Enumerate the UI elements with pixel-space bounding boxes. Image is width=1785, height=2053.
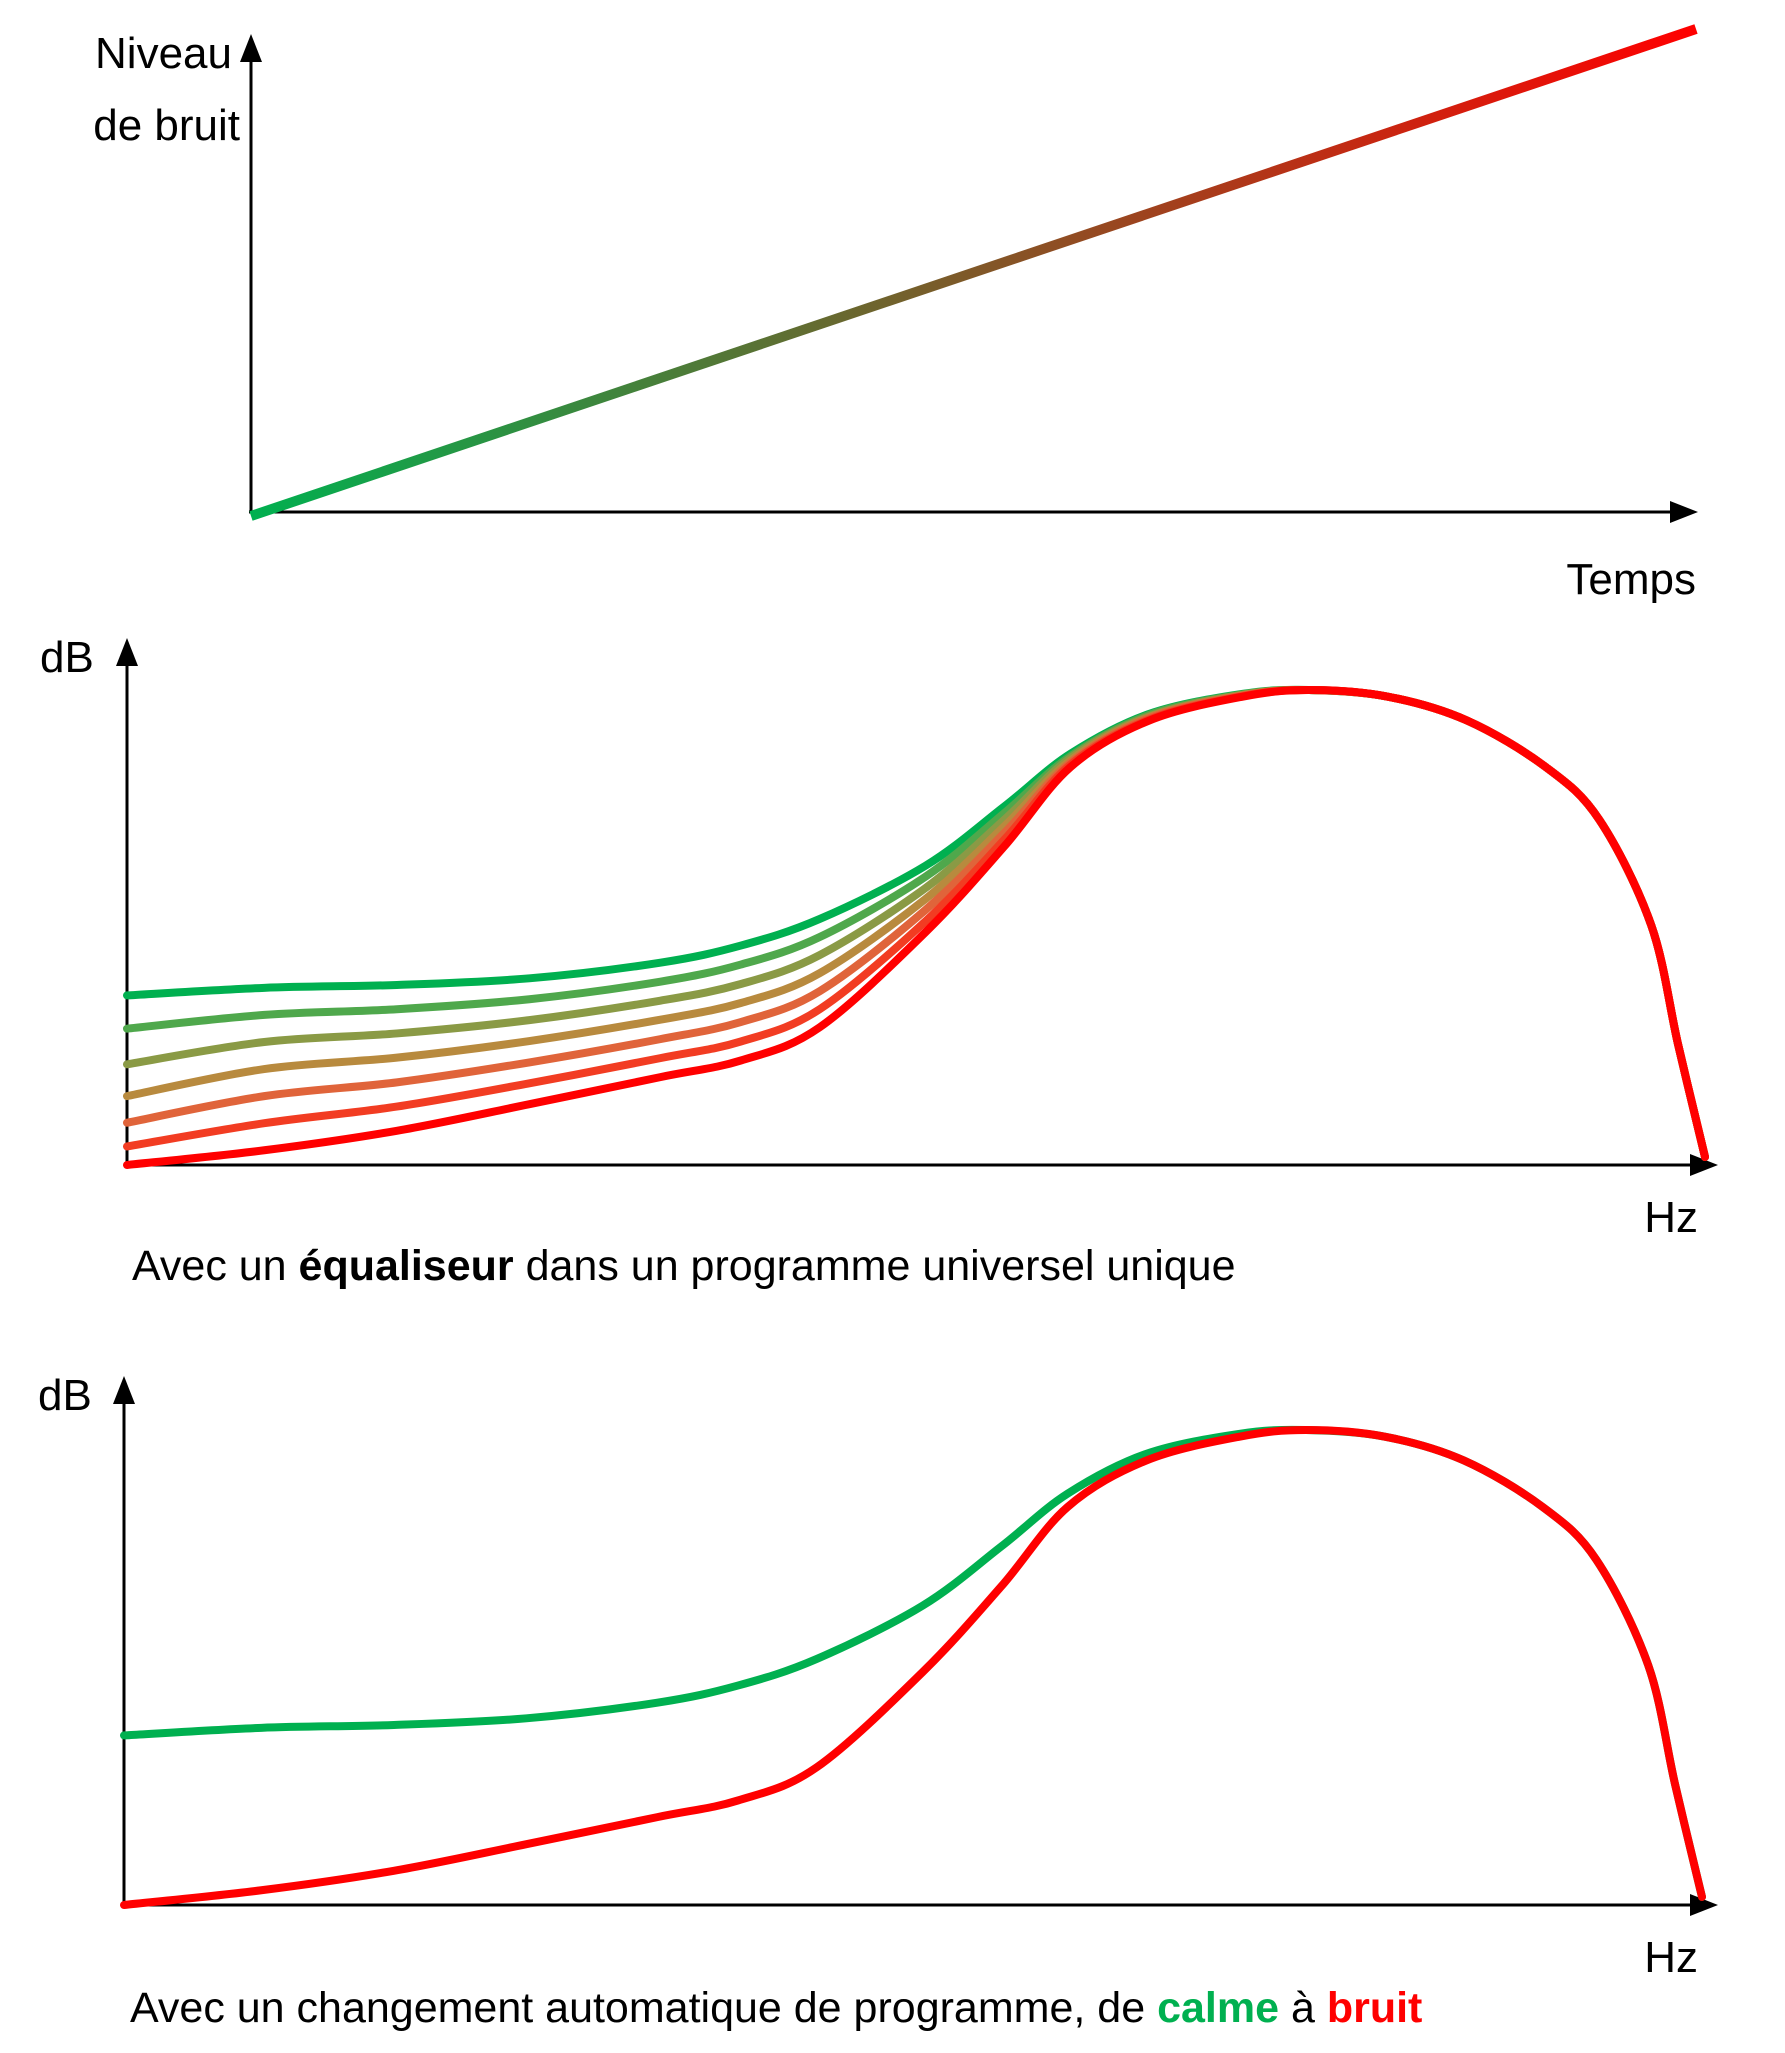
x-axis-label: Hz: [1644, 1193, 1698, 1242]
noise-level-line: [249, 24, 1698, 521]
y-axis-label: dB: [38, 1371, 92, 1420]
caption-text: dans un programme universel unique: [514, 1242, 1236, 1290]
y-axis-arrow-icon: [116, 638, 138, 666]
x-axis-label: Hz: [1644, 1933, 1698, 1982]
caption-text: à: [1279, 1984, 1327, 2032]
noise-level-chart: Niveau de bruit Temps: [93, 24, 1698, 604]
caption-text: Avec un changement automatique de progra…: [130, 1984, 1157, 2032]
curve-series-4: [123, 685, 1709, 1161]
y-axis-label-line1: Niveau: [95, 29, 232, 78]
program-switch-chart: dB Hz Avec un changement automatique de …: [38, 1371, 1718, 2032]
equaliser-caption: Avec un équaliseur dans un programme uni…: [132, 1242, 1236, 1290]
x-axis-arrow-icon: [1690, 1894, 1718, 1916]
caption-text: Avec un: [132, 1242, 299, 1290]
y-axis-label-line2: de bruit: [93, 101, 240, 150]
curve-series-6: [123, 685, 1709, 1169]
caption-calme: calme: [1157, 1984, 1279, 2032]
y-axis-arrow-icon: [240, 34, 262, 62]
y-axis-label: dB: [40, 633, 94, 682]
x-axis-label: Temps: [1566, 555, 1696, 604]
program-caption: Avec un changement automatique de progra…: [130, 1984, 1422, 2032]
program-curves: [120, 1425, 1706, 1909]
x-axis-arrow-icon: [1670, 501, 1698, 523]
equaliser-chart: dB Hz Avec un équaliseur dans un program…: [40, 633, 1718, 1290]
x-axis-arrow-icon: [1690, 1154, 1718, 1176]
equaliser-curves: [123, 685, 1709, 1169]
curve-bruit: [120, 1425, 1706, 1909]
caption-bold: équaliseur: [299, 1242, 514, 1290]
curve-calme: [120, 1425, 1706, 1901]
y-axis-arrow-icon: [113, 1376, 135, 1404]
caption-bruit: bruit: [1327, 1984, 1423, 2032]
